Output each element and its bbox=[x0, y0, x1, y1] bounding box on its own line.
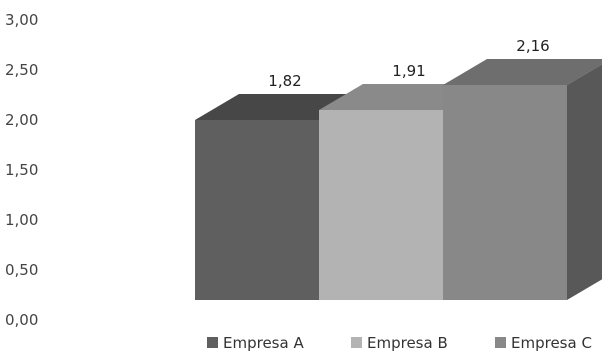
bar-empresa-c bbox=[443, 59, 602, 300]
data-label: 1,82 bbox=[268, 72, 301, 90]
data-labels-group: 1,82 1,91 2,16 bbox=[268, 37, 549, 90]
legend-item: Empresa C bbox=[495, 334, 592, 352]
y-tick-label: 2,00 bbox=[5, 111, 38, 129]
bar-front-face bbox=[195, 120, 319, 300]
legend-swatch bbox=[351, 337, 362, 348]
bar-side-face bbox=[567, 64, 602, 300]
legend-swatch bbox=[207, 337, 218, 348]
data-label: 2,16 bbox=[516, 37, 549, 55]
y-tick-label: 0,50 bbox=[5, 261, 38, 279]
bar-top-face bbox=[443, 59, 602, 85]
y-tick-label: 1,50 bbox=[5, 161, 38, 179]
legend-label: Empresa A bbox=[223, 334, 304, 352]
legend-item: Empresa A bbox=[207, 334, 304, 352]
y-axis-tick-labels: 0,00 0,50 1,00 1,50 2,00 2,50 3,00 bbox=[5, 11, 38, 329]
y-tick-label: 3,00 bbox=[5, 11, 38, 29]
legend-item: Empresa B bbox=[351, 334, 448, 352]
y-tick-label: 2,50 bbox=[5, 61, 38, 79]
bar-front-face bbox=[443, 85, 567, 300]
legend-label: Empresa C bbox=[511, 334, 592, 352]
bar-front-face bbox=[319, 110, 443, 300]
legend-label: Empresa B bbox=[367, 334, 448, 352]
legend: Empresa A Empresa B Empresa C bbox=[207, 334, 592, 352]
data-label: 1,91 bbox=[392, 62, 425, 80]
y-tick-label: 1,00 bbox=[5, 211, 38, 229]
legend-swatch bbox=[495, 337, 506, 348]
y-tick-label: 0,00 bbox=[5, 311, 38, 329]
bars-group bbox=[195, 59, 602, 300]
